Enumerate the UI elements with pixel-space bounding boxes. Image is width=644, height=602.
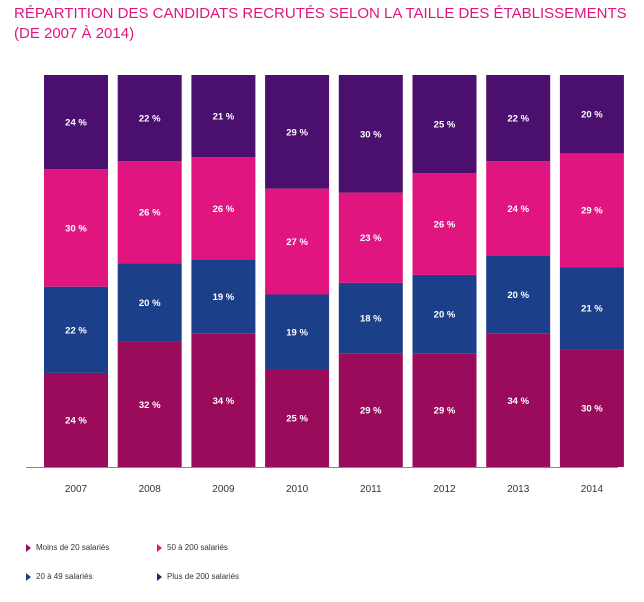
bar-2009-50-a-200-salaries — [191, 157, 256, 260]
data-label-2011-50-a-200-salaries: 23 % — [360, 233, 382, 244]
bar-2013-moins-de-20-salaries — [486, 333, 551, 467]
legend-item-plus200: Plus de 200 salariés — [157, 572, 239, 581]
data-label-2013-20-a-49-salaries: 20 % — [507, 290, 529, 301]
data-label-2007-50-a-200-salaries: 30 % — [65, 223, 87, 234]
bar-2008-50-a-200-salaries — [117, 161, 182, 264]
chart-title-line1: RÉPARTITION DES CANDIDATS RECRUTÉS SELON… — [14, 5, 627, 22]
x-tick-label-2007: 2007 — [65, 484, 88, 495]
data-label-2009-20-a-49-salaries: 19 % — [213, 292, 235, 303]
legend-item-50-200: 50 à 200 salariés — [157, 543, 228, 552]
bar-2007-moins-de-20-salaries — [44, 372, 108, 467]
data-label-2013-plus-de-200-salaries: 22 % — [507, 114, 529, 125]
legend-item-moins20: Moins de 20 salariés — [26, 543, 109, 552]
data-label-2010-50-a-200-salaries: 27 % — [286, 237, 308, 248]
bar-2014-plus-de-200-salaries — [559, 75, 624, 154]
data-label-2009-50-a-200-salaries: 26 % — [213, 204, 235, 215]
bar-2011-50-a-200-salaries — [338, 192, 403, 283]
legend-label-20-49: 20 à 49 salariés — [36, 572, 93, 581]
bar-2008-plus-de-200-salaries — [117, 75, 182, 162]
data-label-2010-20-a-49-salaries: 19 % — [286, 327, 308, 338]
bar-2009-moins-de-20-salaries — [191, 333, 256, 467]
bar-2011-moins-de-20-salaries — [338, 353, 403, 467]
data-label-2007-moins-de-20-salaries: 24 % — [65, 415, 87, 426]
bar-2008-moins-de-20-salaries — [117, 341, 182, 467]
x-tick-label-2010: 2010 — [286, 484, 309, 495]
legend-marker-plus200 — [157, 572, 162, 581]
bar-2007-50-a-200-salaries — [44, 169, 108, 287]
bar-2012-plus-de-200-salaries — [412, 75, 477, 173]
data-label-2011-moins-de-20-salaries: 29 % — [360, 406, 382, 417]
data-label-2007-20-a-49-salaries: 22 % — [65, 325, 87, 336]
data-label-2008-50-a-200-salaries: 26 % — [139, 208, 161, 219]
data-label-2014-50-a-200-salaries: 29 % — [581, 206, 603, 217]
x-tick-label-2009: 2009 — [212, 484, 235, 495]
data-label-2008-20-a-49-salaries: 20 % — [139, 298, 161, 309]
legend-item-20-49: 20 à 49 salariés — [26, 572, 92, 581]
chart-title-line2: (DE 2007 À 2014) — [14, 25, 135, 42]
data-label-2009-plus-de-200-salaries: 21 % — [213, 112, 235, 123]
data-label-2012-50-a-200-salaries: 26 % — [434, 219, 456, 230]
data-label-2011-20-a-49-salaries: 18 % — [360, 314, 382, 325]
bar-2010-50-a-200-salaries — [265, 188, 330, 295]
x-tick-label-2012: 2012 — [433, 484, 456, 495]
bar-2011-plus-de-200-salaries — [338, 75, 403, 193]
legend-marker-50-200 — [157, 543, 162, 552]
data-label-2009-moins-de-20-salaries: 34 % — [213, 396, 235, 407]
bar-2009-plus-de-200-salaries — [191, 75, 256, 158]
chart-title: RÉPARTITION DES CANDIDATS RECRUTÉS SELON… — [14, 4, 627, 44]
legend-label-moins20: Moins de 20 salariés — [36, 543, 110, 552]
bar-2012-moins-de-20-salaries — [412, 353, 477, 467]
data-label-2012-20-a-49-salaries: 20 % — [434, 310, 456, 321]
bar-2007-plus-de-200-salaries — [44, 75, 108, 170]
bar-2012-20-a-49-salaries — [412, 274, 477, 354]
bar-2011-20-a-49-salaries — [338, 282, 403, 354]
data-label-2014-20-a-49-salaries: 21 % — [581, 304, 603, 315]
bar-2010-plus-de-200-salaries — [265, 75, 330, 189]
legend-marker-20-49 — [26, 572, 31, 581]
legend-label-plus200: Plus de 200 salariés — [167, 572, 240, 581]
bar-2007-20-a-49-salaries — [44, 286, 108, 373]
bar-2012-50-a-200-salaries — [412, 173, 477, 275]
x-tick-label-2008: 2008 — [139, 484, 162, 495]
data-label-2008-moins-de-20-salaries: 32 % — [139, 400, 161, 411]
x-tick-label-2011: 2011 — [360, 484, 382, 495]
bar-2010-moins-de-20-salaries — [265, 369, 330, 467]
data-label-2014-plus-de-200-salaries: 20 % — [581, 110, 603, 121]
bar-2013-plus-de-200-salaries — [486, 75, 551, 162]
data-label-2008-plus-de-200-salaries: 22 % — [139, 114, 161, 125]
data-label-2007-plus-de-200-salaries: 24 % — [65, 118, 87, 129]
data-label-2013-50-a-200-salaries: 24 % — [507, 204, 529, 215]
legend-label-50-200: 50 à 200 salariés — [167, 543, 228, 552]
bar-2008-20-a-49-salaries — [117, 263, 182, 342]
data-label-2012-plus-de-200-salaries: 25 % — [434, 120, 456, 131]
bar-2013-50-a-200-salaries — [486, 161, 551, 256]
data-label-2010-moins-de-20-salaries: 25 % — [286, 414, 308, 425]
bar-2010-20-a-49-salaries — [265, 294, 330, 369]
x-tick-label-2014: 2014 — [581, 484, 604, 495]
data-label-2011-plus-de-200-salaries: 30 % — [360, 129, 382, 140]
data-label-2010-plus-de-200-salaries: 29 % — [286, 127, 308, 138]
bar-2013-20-a-49-salaries — [486, 255, 551, 334]
bar-2014-50-a-200-salaries — [559, 153, 624, 268]
bar-2014-moins-de-20-salaries — [559, 349, 624, 467]
data-label-2014-moins-de-20-salaries: 30 % — [581, 404, 603, 415]
data-label-2012-moins-de-20-salaries: 29 % — [434, 406, 456, 417]
x-tick-label-2013: 2013 — [507, 484, 530, 495]
legend-marker-moins20 — [26, 543, 31, 552]
data-label-2013-moins-de-20-salaries: 34 % — [507, 396, 529, 407]
bar-2009-20-a-49-salaries — [191, 259, 256, 334]
bar-2014-20-a-49-salaries — [559, 267, 624, 350]
